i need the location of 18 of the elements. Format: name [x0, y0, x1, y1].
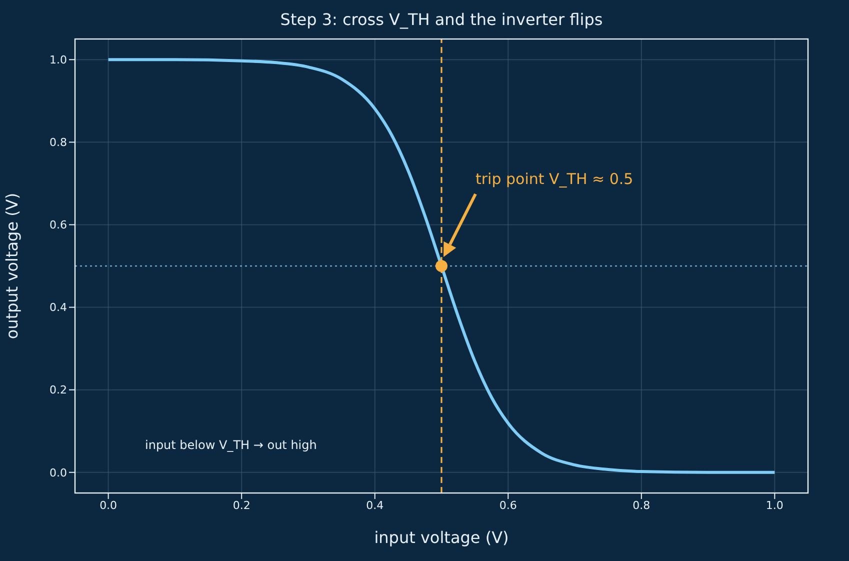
- y-tick-label: 0.0: [50, 466, 67, 480]
- chart-title: Step 3: cross V_TH and the inverter flips: [279, 10, 604, 29]
- y-tick-label: 0.4: [50, 301, 67, 314]
- line-series: [106, 58, 776, 474]
- annotation: input below V_TH → out high: [145, 438, 317, 452]
- x-tick-label: 0.2: [232, 498, 250, 512]
- y-tick-label: 0.6: [50, 218, 67, 232]
- y-tick-label: 0.2: [50, 384, 67, 397]
- x-tick-label: 0.4: [366, 498, 384, 512]
- x-axis-title: input voltage (V): [374, 528, 509, 547]
- x-tick-label: 0.6: [499, 498, 517, 512]
- y-tick-label: 0.8: [50, 136, 67, 150]
- x-tick-label: 0.8: [632, 498, 650, 512]
- annotation: trip point V_TH ≈ 0.5: [476, 170, 634, 188]
- x-tick-label: 0.0: [100, 498, 118, 512]
- y-tick-label: 1.0: [50, 54, 67, 67]
- x-tick-label: 1.0: [766, 498, 784, 512]
- y-axis-title: output voltage (V): [2, 192, 22, 340]
